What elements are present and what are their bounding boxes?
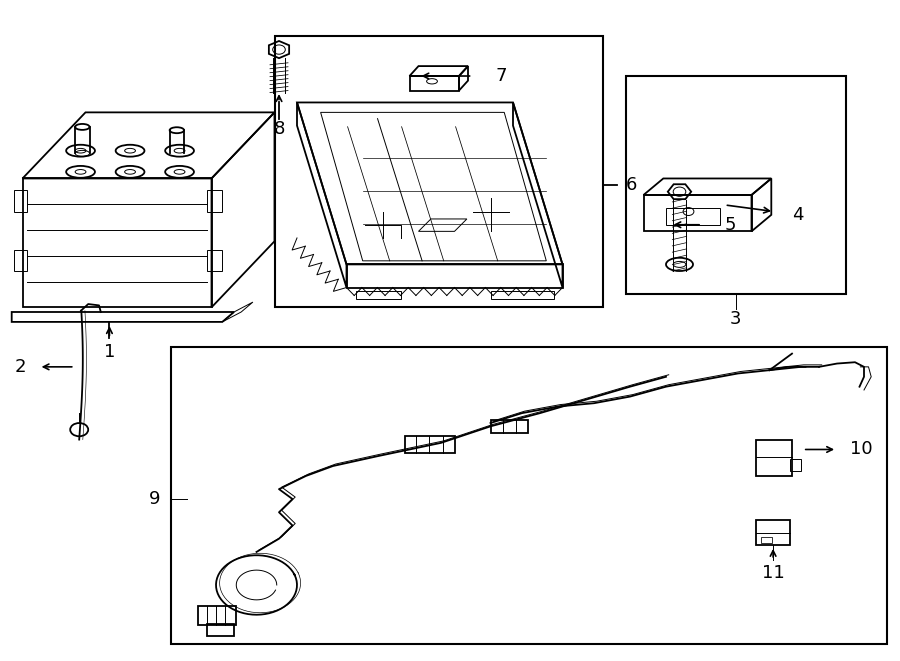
Bar — [198, 606, 236, 625]
Bar — [626, 76, 846, 294]
Text: 10: 10 — [850, 440, 873, 459]
Bar — [756, 440, 792, 476]
Bar — [756, 520, 790, 545]
Text: 9: 9 — [148, 490, 160, 508]
Bar — [491, 420, 528, 433]
Text: 8: 8 — [274, 120, 284, 138]
Bar — [274, 36, 603, 307]
Bar — [207, 624, 234, 636]
Text: 6: 6 — [626, 176, 637, 194]
Bar — [666, 208, 720, 225]
Text: 11: 11 — [761, 564, 785, 582]
Bar — [171, 347, 886, 644]
Text: 2: 2 — [15, 358, 26, 376]
Bar — [790, 459, 801, 471]
Text: 5: 5 — [724, 215, 736, 234]
Bar — [760, 537, 772, 543]
Text: 1: 1 — [104, 342, 115, 361]
Bar — [405, 436, 454, 453]
Text: 7: 7 — [495, 67, 507, 85]
Text: 3: 3 — [730, 310, 742, 329]
Text: 4: 4 — [792, 206, 804, 224]
